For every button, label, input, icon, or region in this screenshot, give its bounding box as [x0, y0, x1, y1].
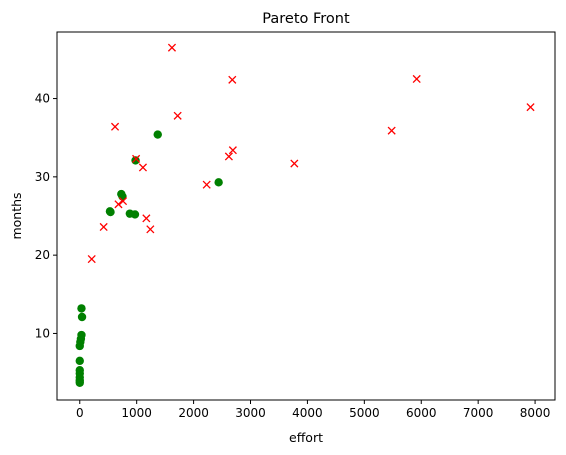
y-axis-label: months	[9, 192, 24, 239]
x-tick-label: 5000	[349, 406, 380, 420]
x-tick-label: 4000	[292, 406, 323, 420]
pareto-point	[77, 304, 86, 313]
dominated-point	[142, 214, 151, 223]
pareto-point	[153, 130, 162, 139]
x-tick-label: 1000	[121, 406, 152, 420]
dominated-point	[87, 255, 96, 264]
x-tick-label: 7000	[463, 406, 494, 420]
pareto-point	[75, 366, 84, 375]
x-tick-label: 8000	[520, 406, 551, 420]
dominated-point	[167, 43, 177, 52]
pareto-point	[130, 210, 140, 219]
dominated-point	[132, 154, 141, 163]
pareto-point	[77, 330, 86, 340]
pareto-point	[214, 178, 223, 187]
dominated-point	[290, 159, 299, 168]
chart-title: Pareto Front	[262, 11, 350, 27]
plot-area	[75, 43, 535, 387]
y-tick-label: 40	[35, 92, 50, 106]
dominated-point	[146, 225, 155, 234]
y-tick-label: 30	[35, 170, 50, 184]
pareto-point	[77, 312, 87, 322]
x-tick-label: 6000	[406, 406, 437, 420]
dominated-point	[110, 122, 120, 131]
dominated-point	[228, 75, 237, 84]
dominated-point	[412, 74, 421, 84]
pareto-point	[75, 356, 84, 366]
x-tick-label: 3000	[235, 406, 266, 420]
dominated-point	[114, 200, 123, 209]
dominated-point	[228, 146, 237, 155]
axis-ticks: 0 1000 2000 3000 4000 5000 6000 7000 8000 10 20 30 4…	[35, 92, 551, 420]
dominated-point	[224, 152, 233, 161]
pareto-point	[131, 156, 140, 165]
x-axis-label: effort	[289, 430, 323, 445]
dominated-point	[202, 180, 211, 189]
dominated-point	[387, 126, 396, 135]
dominated-point	[526, 103, 535, 112]
dominated-point	[118, 197, 128, 206]
x-tick-label: 2000	[178, 406, 209, 420]
y-tick-label: 10	[35, 326, 50, 340]
dominated-point	[99, 222, 108, 232]
dominated-point	[138, 163, 148, 172]
x-tick-label: 0	[76, 406, 84, 420]
pareto-point	[106, 207, 115, 217]
plot-frame	[56, 31, 556, 401]
dominated-point	[173, 111, 182, 120]
y-tick-label: 20	[35, 248, 50, 262]
